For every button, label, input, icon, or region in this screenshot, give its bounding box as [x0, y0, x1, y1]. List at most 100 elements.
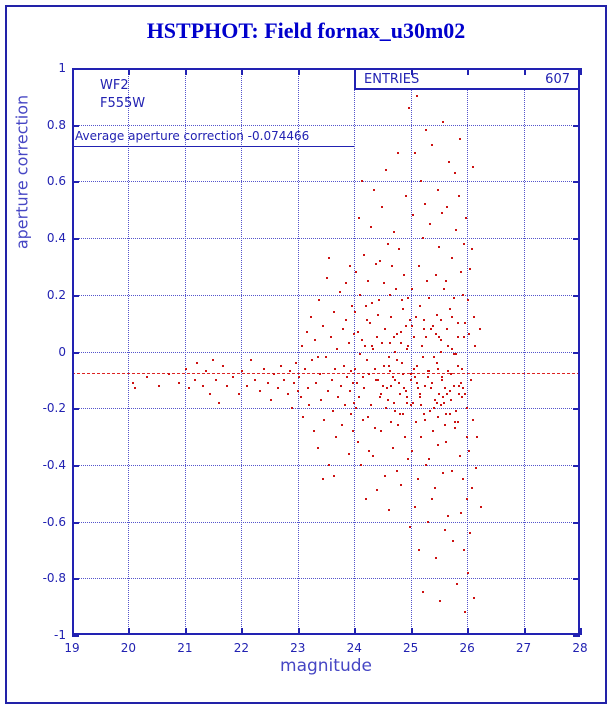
x-tick-mark — [467, 628, 470, 635]
x-tick-mark — [297, 68, 300, 75]
data-point — [384, 327, 387, 330]
data-point — [369, 225, 372, 228]
data-point — [361, 418, 364, 421]
data-point — [455, 582, 458, 585]
x-tick-mark — [128, 628, 131, 635]
data-point — [201, 384, 204, 387]
data-point — [468, 268, 471, 271]
data-point — [376, 313, 379, 316]
data-point — [437, 336, 440, 339]
data-point — [446, 344, 449, 347]
data-point — [391, 265, 394, 268]
y-axis-title: aperture correction — [12, 94, 32, 250]
y-tick-mark — [573, 578, 580, 581]
data-point — [349, 412, 352, 415]
y-tick-label: 0.4 — [46, 231, 66, 246]
data-point — [411, 324, 414, 327]
y-tick-mark — [573, 521, 580, 524]
camera-label: WF2 — [100, 78, 129, 93]
data-point — [371, 455, 374, 458]
x-tick-label: 22 — [233, 641, 249, 655]
data-point — [392, 446, 395, 449]
data-point — [394, 288, 397, 291]
y-tick-label: 0 — [58, 344, 66, 359]
data-point — [379, 393, 382, 396]
data-point — [375, 336, 378, 339]
data-point — [454, 421, 457, 424]
y-tick-mark — [72, 351, 79, 354]
data-point — [407, 106, 410, 109]
data-point — [457, 194, 460, 197]
data-point — [478, 327, 481, 330]
data-point — [451, 256, 454, 259]
data-point — [131, 381, 134, 384]
data-point — [445, 412, 448, 415]
x-tick-label: 23 — [290, 641, 306, 655]
y-tick-label: -0.2 — [42, 401, 66, 416]
data-point — [362, 254, 365, 257]
data-point — [286, 393, 289, 396]
data-point — [419, 393, 422, 396]
data-point — [344, 404, 347, 407]
data-point — [462, 336, 465, 339]
data-point — [258, 390, 261, 393]
data-point — [444, 279, 447, 282]
data-point — [467, 571, 470, 574]
average-correction-line — [72, 372, 580, 374]
y-tick-mark — [573, 181, 580, 184]
y-tick-label: 0.2 — [46, 287, 66, 302]
data-point — [168, 373, 171, 376]
data-point — [315, 381, 318, 384]
data-point — [332, 310, 335, 313]
data-point — [322, 324, 325, 327]
data-point — [404, 390, 407, 393]
data-point — [385, 407, 388, 410]
data-point — [455, 228, 458, 231]
data-point — [357, 330, 360, 333]
data-point — [398, 412, 401, 415]
grid-line-horizontal — [72, 124, 580, 126]
entries-label: ENTRIES — [364, 71, 420, 87]
data-point — [178, 381, 181, 384]
data-point — [319, 373, 322, 376]
data-point — [429, 410, 432, 413]
data-point — [458, 137, 461, 140]
data-point — [429, 327, 432, 330]
data-point — [469, 531, 472, 534]
data-point — [463, 393, 466, 396]
data-point — [194, 378, 197, 381]
data-point — [418, 548, 421, 551]
y-tick-mark — [573, 351, 580, 354]
data-point — [417, 478, 419, 481]
grid-line-horizontal — [72, 294, 580, 296]
data-point — [428, 458, 431, 461]
data-point — [450, 469, 453, 472]
data-point — [382, 364, 385, 367]
data-point — [438, 245, 441, 248]
data-point — [388, 341, 391, 344]
data-point — [461, 395, 464, 398]
data-point — [436, 188, 439, 191]
data-point — [461, 367, 464, 370]
data-point — [352, 429, 355, 432]
data-point — [254, 378, 257, 381]
data-point — [402, 273, 405, 276]
data-point — [460, 512, 463, 515]
y-tick-mark — [573, 464, 580, 467]
data-point — [393, 401, 396, 404]
data-point — [448, 390, 451, 393]
data-point — [354, 407, 357, 410]
y-tick-mark — [72, 181, 79, 184]
data-point — [208, 393, 211, 396]
data-point — [410, 288, 413, 291]
entries-value: 607 — [545, 71, 570, 87]
data-point — [385, 387, 388, 390]
data-point — [401, 307, 404, 310]
data-point — [418, 395, 421, 398]
data-point — [367, 373, 370, 376]
data-point — [422, 319, 425, 322]
x-tick-mark — [580, 628, 582, 635]
data-point — [387, 356, 390, 359]
data-point — [328, 463, 331, 466]
y-tick-label: -1 — [54, 628, 66, 642]
